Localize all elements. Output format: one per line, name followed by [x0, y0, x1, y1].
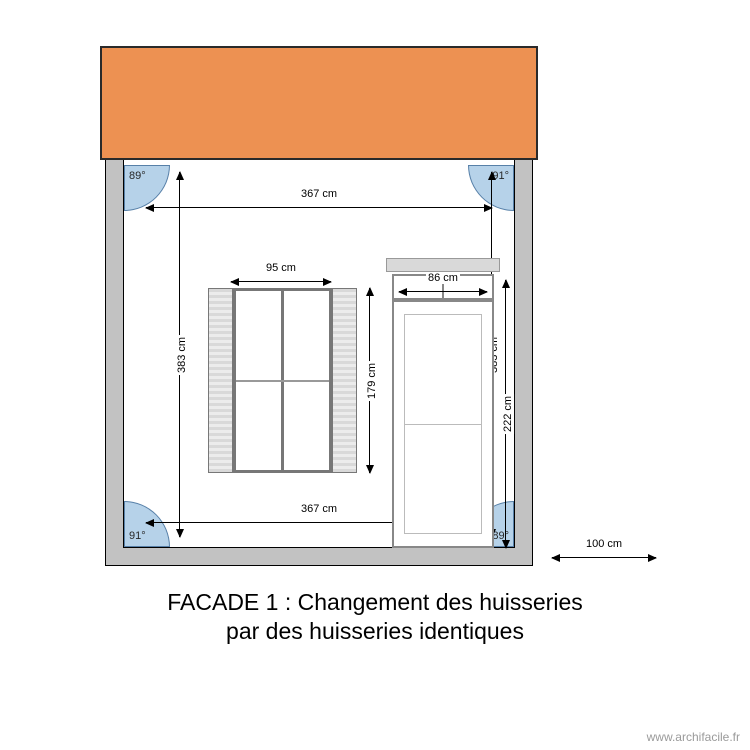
dim-window-height-label: 179 cm	[366, 360, 378, 400]
door	[392, 268, 494, 548]
dim-width-top-label: 367 cm	[299, 188, 339, 200]
facade-plan: 89° 91° 91° 89° 367 cm 367 cm 383 cm 383…	[106, 52, 532, 565]
dim-door-width-label: 86 cm	[426, 272, 460, 284]
dim-window-width-label: 95 cm	[264, 262, 298, 274]
corner-angle-tl-label: 89°	[129, 170, 146, 182]
door-body	[392, 300, 494, 548]
dim-door-width: 86 cm	[399, 284, 487, 298]
caption-line2: par des huisseries identiques	[0, 617, 750, 646]
window-frame	[233, 288, 332, 473]
window-shutter-left	[208, 288, 233, 473]
dim-door-height: 222 cm	[498, 280, 512, 548]
window	[208, 288, 357, 473]
roof-band	[100, 46, 538, 160]
watermark: www.archifacile.fr	[647, 730, 740, 744]
corner-angle-bl-label: 91°	[129, 530, 146, 542]
dim-window-height: 179 cm	[362, 288, 376, 473]
dim-window-width: 95 cm	[231, 274, 331, 288]
door-lintel	[386, 258, 500, 272]
dim-height-left: 383 cm	[172, 172, 186, 537]
dim-door-height-label: 222 cm	[502, 394, 514, 434]
caption: FACADE 1 : Changement des huisseries par…	[0, 588, 750, 646]
dim-height-left-label: 383 cm	[176, 334, 188, 374]
scale-bar-label: 100 cm	[584, 538, 624, 550]
scale-bar: 100 cm	[552, 550, 656, 564]
caption-line1: FACADE 1 : Changement des huisseries	[0, 588, 750, 617]
dim-width-bottom-label: 367 cm	[299, 503, 339, 515]
